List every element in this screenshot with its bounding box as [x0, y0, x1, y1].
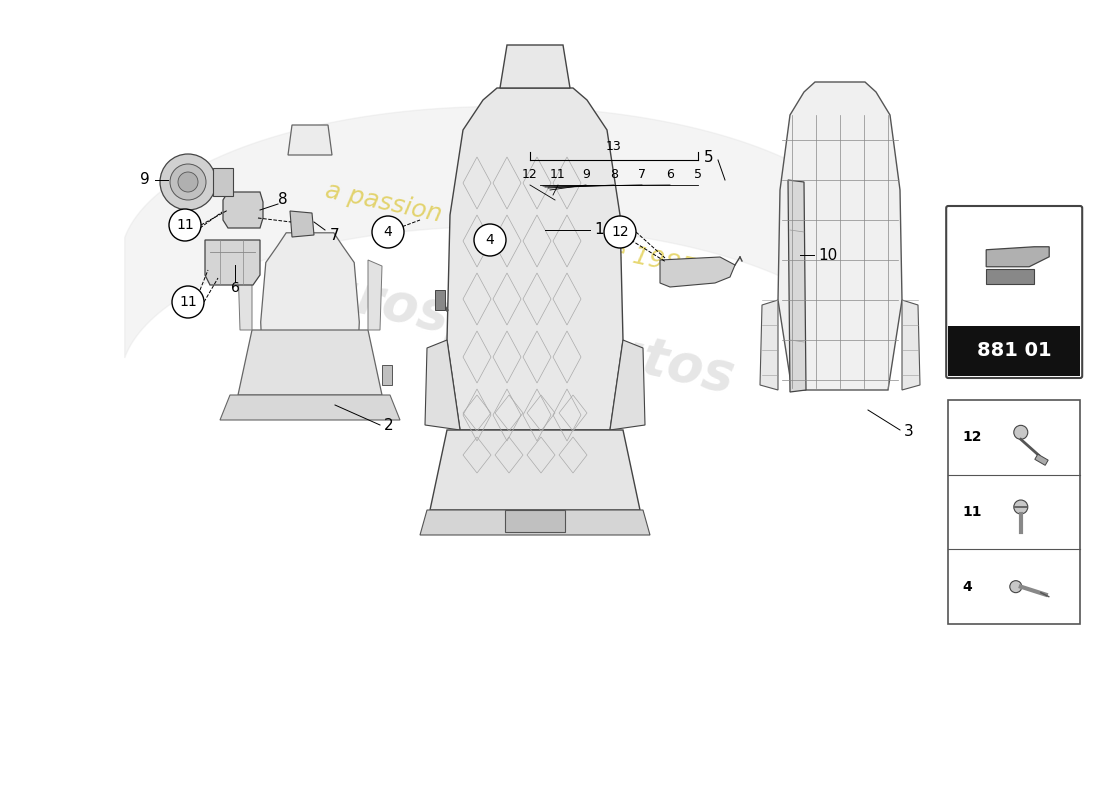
Text: 12: 12: [962, 430, 981, 444]
Circle shape: [160, 154, 216, 210]
Polygon shape: [261, 233, 360, 415]
Circle shape: [1014, 426, 1027, 439]
Circle shape: [1014, 500, 1027, 514]
Polygon shape: [902, 300, 920, 390]
Text: 13: 13: [606, 139, 621, 153]
Polygon shape: [238, 330, 382, 395]
Bar: [434, 290, 446, 310]
Polygon shape: [778, 82, 902, 390]
Bar: [987, 269, 1034, 284]
Circle shape: [178, 172, 198, 192]
Polygon shape: [223, 192, 263, 228]
Text: eurosportautos: eurosportautos: [280, 257, 739, 403]
Circle shape: [169, 209, 201, 241]
Polygon shape: [290, 211, 314, 237]
Circle shape: [604, 216, 636, 248]
Text: 3: 3: [904, 425, 914, 439]
Polygon shape: [288, 125, 332, 155]
Text: 9: 9: [140, 173, 150, 187]
Polygon shape: [213, 168, 233, 196]
Polygon shape: [220, 395, 400, 420]
Bar: [948, 326, 1080, 376]
Polygon shape: [238, 260, 252, 330]
Text: 11: 11: [179, 295, 197, 309]
Polygon shape: [660, 257, 735, 287]
Text: 6: 6: [231, 281, 240, 295]
Text: 8: 8: [610, 169, 618, 182]
Polygon shape: [430, 430, 640, 510]
Text: 6: 6: [667, 169, 674, 182]
Circle shape: [474, 224, 506, 256]
Text: 7: 7: [330, 227, 340, 242]
Polygon shape: [425, 340, 460, 430]
Circle shape: [372, 216, 404, 248]
Circle shape: [1010, 581, 1022, 593]
Text: 1: 1: [594, 222, 604, 238]
Text: 2: 2: [384, 418, 394, 434]
Bar: [1035, 454, 1048, 466]
Polygon shape: [205, 240, 260, 285]
Bar: [382, 365, 392, 385]
Polygon shape: [788, 180, 806, 392]
Polygon shape: [760, 300, 778, 390]
Text: 881 01: 881 01: [977, 342, 1052, 360]
Text: 7: 7: [638, 169, 646, 182]
Bar: [505, 510, 565, 532]
Text: 4: 4: [384, 225, 393, 239]
Text: a passion for parts since 1985: a passion for parts since 1985: [322, 179, 697, 281]
Text: 5: 5: [704, 150, 714, 165]
Text: 12: 12: [522, 169, 538, 182]
Text: 9: 9: [582, 169, 590, 182]
Text: 11: 11: [550, 169, 565, 182]
Polygon shape: [420, 510, 650, 535]
Polygon shape: [610, 340, 645, 430]
Polygon shape: [447, 88, 623, 430]
Text: 11: 11: [962, 505, 981, 519]
Text: 4: 4: [485, 233, 494, 247]
Text: 5: 5: [694, 169, 702, 182]
Bar: [948, 400, 1080, 624]
Text: 12: 12: [612, 225, 629, 239]
Text: 8: 8: [278, 193, 287, 207]
FancyBboxPatch shape: [946, 206, 1082, 378]
Polygon shape: [987, 246, 1049, 266]
Polygon shape: [368, 260, 382, 330]
Polygon shape: [500, 45, 570, 88]
Text: 10: 10: [818, 247, 837, 262]
Circle shape: [172, 286, 204, 318]
Text: 4: 4: [962, 580, 972, 594]
Text: 11: 11: [176, 218, 194, 232]
Circle shape: [170, 164, 206, 200]
